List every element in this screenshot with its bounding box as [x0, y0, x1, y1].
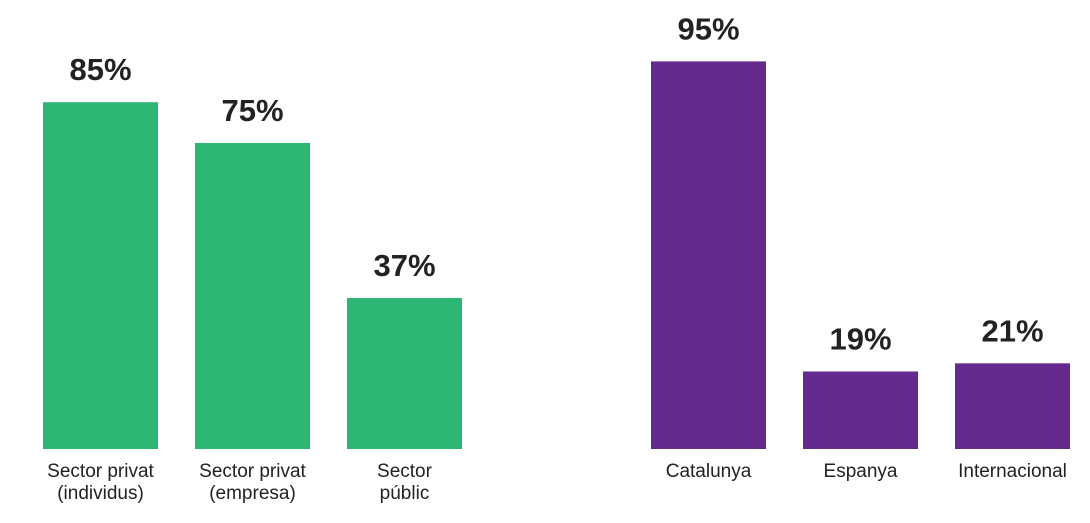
- x-tick-label-line: públic: [380, 483, 430, 504]
- value-label: 37%: [373, 248, 435, 283]
- x-tick-label: Catalunya: [666, 461, 752, 482]
- value-label: 75%: [221, 93, 283, 128]
- x-tick-label-line: Internacional: [958, 461, 1067, 482]
- x-tick-label: Sector privat (individus): [47, 461, 154, 504]
- bar: [43, 102, 158, 449]
- x-tick-label: Sector privat (empresa): [199, 461, 306, 504]
- x-tick-label-line: Espanya: [824, 461, 898, 482]
- x-tick-label-line: Sector privat: [47, 461, 154, 482]
- x-tick-label: Sector públic: [377, 461, 433, 504]
- value-label: 95%: [677, 11, 739, 46]
- x-tick-label-line: Sector privat: [199, 461, 306, 482]
- x-tick-label: Internacional: [958, 461, 1067, 482]
- bar: [347, 298, 462, 449]
- x-tick-label-line: (individus): [57, 483, 144, 504]
- bar: [651, 61, 766, 450]
- bar: [803, 371, 918, 449]
- x-tick-label: Espanya: [824, 461, 898, 482]
- value-label: 21%: [981, 313, 1043, 348]
- bar: [195, 143, 310, 449]
- x-tick-label-line: (empresa): [209, 483, 296, 504]
- value-label: 85%: [69, 52, 131, 87]
- bar: [955, 363, 1070, 449]
- value-label: 19%: [829, 321, 891, 356]
- x-tick-label-line: Sector: [377, 461, 433, 482]
- x-tick-label-line: Catalunya: [666, 461, 752, 482]
